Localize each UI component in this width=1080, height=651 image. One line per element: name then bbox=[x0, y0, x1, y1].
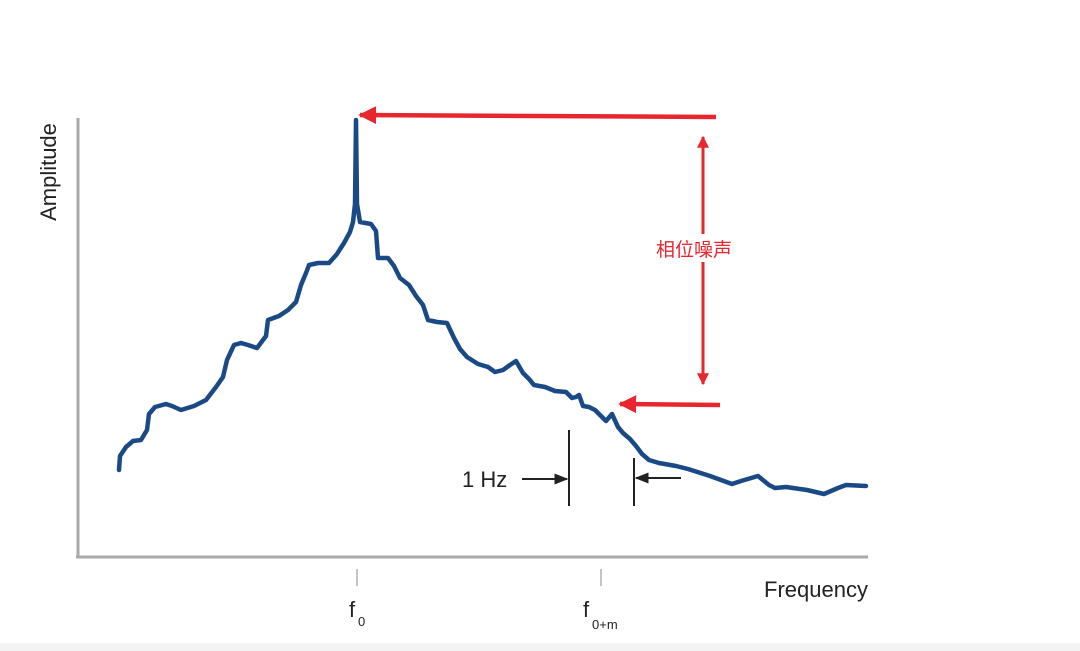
bottom-edge-strip bbox=[0, 643, 1080, 651]
noise-level-arrow bbox=[618, 395, 721, 414]
noise-label-background bbox=[655, 234, 749, 262]
carrier-tick-label: f bbox=[349, 597, 356, 622]
spectrum-curve bbox=[116, 117, 869, 497]
y-axis-label: Amplitude bbox=[36, 123, 61, 221]
offset-tick-label: f bbox=[583, 597, 590, 622]
carrier-tick-subscript: 0 bbox=[358, 614, 365, 629]
offset-tick-subscript: 0+m bbox=[592, 617, 618, 632]
bandwidth-label: 1 Hz bbox=[462, 467, 507, 492]
x-axis-label: Frequency bbox=[764, 577, 868, 602]
peak-level-arrow bbox=[358, 106, 717, 125]
phase-noise-label: 相位噪声 bbox=[656, 239, 732, 261]
